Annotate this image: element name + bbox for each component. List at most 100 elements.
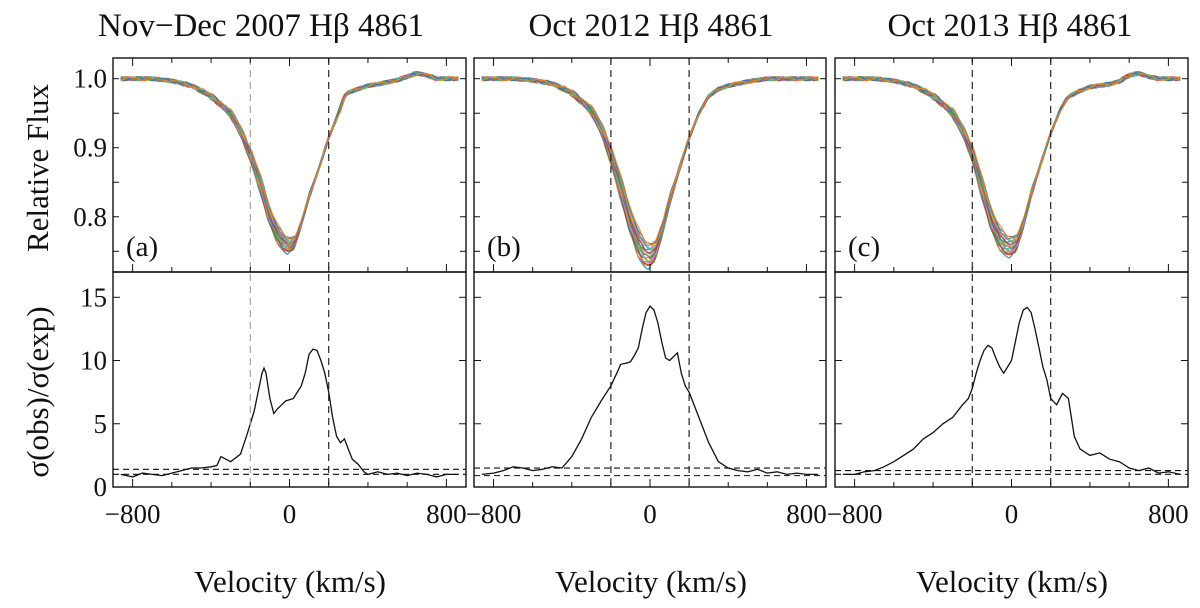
panel-c-profile-curve xyxy=(842,71,1181,243)
panel-a-profile-curve xyxy=(120,71,459,245)
panel-b-profile-curve xyxy=(481,76,819,251)
bottom-y-tick-label: 5 xyxy=(94,409,108,439)
panel-a-profile-curve xyxy=(120,71,459,245)
panel-a-profile-curve xyxy=(120,73,459,239)
panel-c-profile-curve xyxy=(842,72,1181,255)
panel-b-profile-curve xyxy=(481,76,819,262)
panel-a-profile-curve xyxy=(120,72,459,243)
panel-c-profile-curve xyxy=(842,72,1181,242)
panel-a-profile-curve xyxy=(120,71,459,252)
panel-b-label: (b) xyxy=(487,231,521,263)
panel-a-profile-curve xyxy=(120,72,459,249)
panel-a-profile-curve xyxy=(120,72,459,251)
panel-c-profile-curve xyxy=(842,70,1181,256)
panel-b-profile-curve xyxy=(481,76,819,271)
panel-b-profile-curve xyxy=(481,76,819,266)
panel-a-profile-curve xyxy=(120,71,459,250)
bottom-y-tick-label: 0 xyxy=(94,472,108,502)
panel-a-x-tick-label: 800 xyxy=(426,499,467,529)
panel-b-profile-curve xyxy=(481,76,819,259)
panel-a-profile-curve xyxy=(120,73,459,252)
panel-c-profile-curve xyxy=(842,71,1181,243)
panel-b-profile-curve xyxy=(481,76,819,245)
panel-a-profile-curve xyxy=(120,71,459,250)
panel-c-profile-curve xyxy=(842,73,1181,253)
panel-b-profile-curve xyxy=(481,75,819,254)
panel-b-profile-curve xyxy=(481,76,819,251)
panel-a-profile-curve xyxy=(120,72,459,244)
panel-c-profile-curve xyxy=(842,72,1181,239)
panel-a-label: (a) xyxy=(126,231,158,263)
panel-b-profile-curve xyxy=(481,76,819,258)
panel-a-profile-curve xyxy=(120,72,459,247)
panel-b-profile-curve xyxy=(481,76,819,246)
panel-b-profile-curve xyxy=(481,76,819,263)
panel-a-top-frame xyxy=(112,57,467,273)
panel-b-top-frame xyxy=(473,57,827,273)
panel-b-profile-curve xyxy=(481,75,819,266)
panel-b-ratio-curve xyxy=(481,305,819,476)
panel-c-profile-curve xyxy=(842,73,1181,244)
panel-b-profile-curve xyxy=(481,75,819,246)
panel-b-x-tick-label: 0 xyxy=(643,499,657,529)
top-y-tick-label: 1.0 xyxy=(73,64,107,94)
bottom-y-tick-label: 10 xyxy=(80,346,107,376)
panel-b-profile-curve xyxy=(481,76,819,263)
panel-a-ratio-curve xyxy=(120,348,459,478)
panel-a-profile-curve xyxy=(120,70,459,251)
panel-a-x-tick-label: −800 xyxy=(105,499,161,529)
panel-c-ratio-curve xyxy=(842,306,1181,476)
panel-b-x-axis-label: Velocity (km/s) xyxy=(555,564,747,599)
panel-b-profile-curve xyxy=(481,76,819,255)
panel-b-x-tick-label: 800 xyxy=(786,499,827,529)
panel-a-profile-curve xyxy=(120,71,459,253)
panel-b-profile-curve xyxy=(481,76,819,250)
panel-b-profile-curve xyxy=(481,76,819,254)
panel-a-x-axis-label: Velocity (km/s) xyxy=(194,564,386,599)
bottom-y-tick-label: 15 xyxy=(80,282,107,312)
panel-c-profile-curve xyxy=(842,71,1181,246)
panel-a-profile-curve xyxy=(120,72,459,241)
panel-a-profile-curve xyxy=(120,73,459,245)
panel-a-profile-curve xyxy=(120,71,459,247)
panel-c-profile-curve xyxy=(842,72,1181,245)
panel-b-profile-curve xyxy=(481,76,819,258)
panel-c-profile-curve xyxy=(842,71,1181,240)
bottom-y-axis-label: σ(obs)/σ(exp) xyxy=(20,306,55,477)
panel-c-x-tick-label: 0 xyxy=(1005,499,1019,529)
panel-b-title: Oct 2012 Hβ 4861 xyxy=(528,8,773,44)
panel-c-bottom-frame xyxy=(834,271,1189,488)
panel-c-profile-curve xyxy=(842,72,1181,250)
panel-a-profile-curve xyxy=(120,71,459,240)
panel-c-label: (c) xyxy=(848,231,880,263)
panel-b-x-tick-label: −800 xyxy=(466,499,522,529)
top-y-axis-label: Relative Flux xyxy=(20,84,55,252)
panel-c-title: Oct 2013 Hβ 4861 xyxy=(887,8,1132,44)
panel-c-profile-curve xyxy=(842,71,1181,250)
panel-c-profile-curve xyxy=(842,70,1181,259)
panel-c-profile-curve xyxy=(842,72,1181,238)
panel-a-profile-curve xyxy=(120,70,459,248)
panel-b-profile-curve xyxy=(481,76,819,250)
panel-b-profile-curve xyxy=(481,76,819,267)
panel-c-profile-curve xyxy=(842,72,1181,253)
panel-c-profile-curve xyxy=(842,71,1181,254)
panel-c-profile-curve xyxy=(842,73,1181,246)
panel-b-profile-curve xyxy=(481,76,819,264)
panel-a-bottom-frame xyxy=(112,271,467,488)
panel-a-profile-curve xyxy=(120,71,459,243)
panel-a-profile-curve xyxy=(120,71,459,243)
panel-c-x-axis-label: Velocity (km/s) xyxy=(916,564,1108,599)
panel-b-profile-curve xyxy=(481,76,819,260)
panel-b-bottom-frame xyxy=(473,271,827,488)
top-y-tick-label: 0.9 xyxy=(73,133,107,163)
panel-c-x-tick-label: 800 xyxy=(1148,499,1189,529)
panel-c-profile-curve xyxy=(842,72,1181,255)
panel-c-profile-curve xyxy=(842,70,1181,249)
panel-c-profile-curve xyxy=(842,72,1181,249)
panel-c-profile-curve xyxy=(842,72,1181,253)
top-y-tick-label: 0.8 xyxy=(73,202,107,232)
panel-a-title: Nov−Dec 2007 Hβ 4861 xyxy=(98,8,424,44)
